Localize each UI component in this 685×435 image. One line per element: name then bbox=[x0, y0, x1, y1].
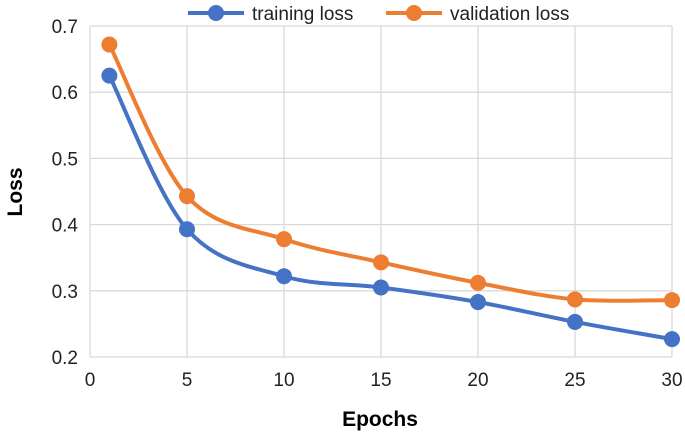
data-point bbox=[276, 268, 292, 285]
legend-item: training loss bbox=[188, 4, 353, 25]
y-tick-label: 0.3 bbox=[52, 282, 78, 303]
legend-label: validation loss bbox=[450, 4, 569, 25]
series bbox=[101, 36, 680, 348]
data-point bbox=[276, 231, 292, 248]
x-tick-label: 5 bbox=[182, 370, 193, 391]
data-point bbox=[470, 274, 486, 291]
data-point bbox=[179, 221, 195, 238]
data-point bbox=[101, 36, 118, 53]
data-point bbox=[567, 313, 583, 330]
series-1 bbox=[101, 36, 680, 309]
data-point bbox=[179, 188, 195, 205]
x-axis-title: Epochs bbox=[342, 408, 418, 431]
series-0 bbox=[101, 67, 680, 348]
data-point bbox=[567, 291, 583, 308]
data-point bbox=[373, 254, 389, 271]
legend-item: validation loss bbox=[386, 4, 569, 25]
y-axis-title: Loss bbox=[4, 167, 27, 216]
y-tick-label: 0.4 bbox=[52, 216, 79, 237]
y-tick-label: 0.6 bbox=[52, 83, 78, 104]
x-tick-label: 25 bbox=[564, 370, 585, 391]
legend-marker bbox=[208, 5, 224, 21]
grid bbox=[89, 25, 673, 358]
legend: training loss validation loss bbox=[188, 4, 569, 25]
data-point bbox=[664, 331, 680, 348]
data-point bbox=[664, 292, 680, 309]
y-tick-label: 0.7 bbox=[52, 17, 78, 38]
x-tick-label: 10 bbox=[273, 370, 294, 391]
data-point bbox=[470, 294, 486, 311]
x-tick-label: 30 bbox=[661, 370, 682, 391]
y-tick-label: 0.2 bbox=[52, 348, 78, 369]
y-tick-label: 0.5 bbox=[52, 149, 78, 170]
x-tick-label: 0 bbox=[85, 370, 96, 391]
data-point bbox=[101, 67, 118, 84]
legend-label: training loss bbox=[252, 4, 353, 25]
x-tick-label: 15 bbox=[370, 370, 391, 391]
legend-marker bbox=[406, 5, 422, 21]
x-tick-label: 20 bbox=[467, 370, 488, 391]
tick-labels: 0.2 0.3 0.4 0.5 0.6 0.7 0 5 10 15 20 25 30 bbox=[52, 17, 683, 391]
data-point bbox=[373, 279, 389, 296]
series-line bbox=[107, 42, 674, 303]
